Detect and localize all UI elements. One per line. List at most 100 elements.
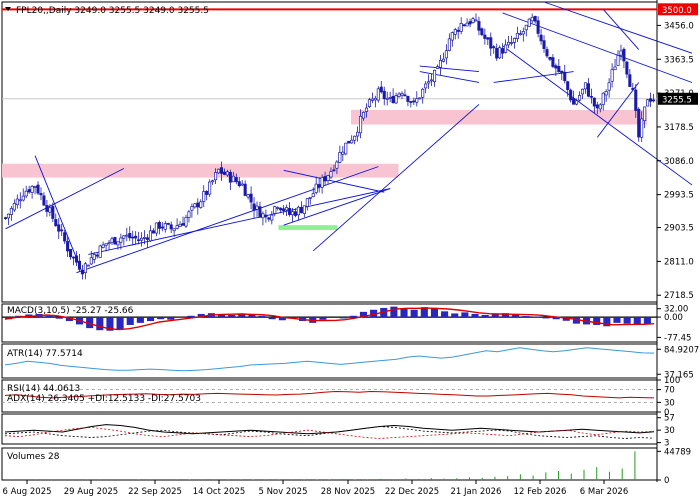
candle-body	[450, 32, 454, 41]
candle-body	[151, 230, 155, 234]
trend-line	[283, 188, 391, 226]
trend-line	[596, 82, 640, 138]
candle-body	[474, 19, 478, 22]
indicator-tick-label: 84.9207	[664, 345, 699, 355]
candle-body	[498, 47, 502, 59]
candle-body	[542, 40, 546, 49]
candle-body	[400, 93, 404, 96]
candle-body	[575, 100, 579, 105]
candle-body	[394, 95, 398, 104]
candle-body	[501, 48, 505, 54]
candle-body	[545, 49, 549, 57]
adx-line	[4, 424, 655, 435]
pink-zone	[2, 163, 399, 178]
macd-bar	[491, 314, 499, 318]
macd-signal-line	[4, 307, 655, 331]
candle-body	[329, 171, 333, 178]
candle-body	[258, 206, 262, 218]
date-label: 6 Mar 2026	[580, 487, 628, 497]
candle-body	[471, 18, 475, 23]
candle-body	[495, 47, 499, 59]
pink-zone	[351, 109, 647, 125]
macd-bar	[146, 317, 155, 322]
date-label: 28 Nov 2025	[321, 487, 375, 497]
last-price-label: 3255.5	[662, 95, 692, 105]
candle-body	[48, 207, 52, 213]
candle-body	[237, 181, 241, 187]
candle-body	[119, 237, 123, 243]
macd-bar	[15, 315, 23, 318]
candle-body	[98, 245, 102, 258]
candle-body	[506, 41, 511, 46]
candle-body	[447, 38, 451, 51]
macd-bar	[268, 317, 276, 320]
candle-body	[421, 88, 425, 98]
macd-bar	[55, 317, 63, 319]
candle-body	[317, 184, 321, 188]
macd-bar	[390, 306, 398, 318]
candle-body	[347, 140, 351, 144]
indicator-tick-label: 57	[664, 414, 675, 424]
trend-line	[34, 155, 83, 273]
candle-body	[509, 42, 514, 44]
candle-body	[359, 115, 363, 134]
candle-body	[388, 96, 392, 99]
candle-body	[261, 213, 265, 219]
price-tick-label: 3456.0	[664, 21, 694, 31]
price-tick-label: 3178.5	[664, 123, 694, 133]
candle-body	[382, 90, 386, 100]
candle-body	[137, 239, 141, 242]
candle-body	[276, 207, 280, 209]
candle-body	[586, 83, 590, 97]
candle-body	[323, 176, 327, 182]
candle-body	[57, 224, 61, 232]
candle-body	[211, 180, 215, 183]
symbol-title: FPL20,,Daily 3249.0 3255.5 3249.0 3255.5	[16, 6, 209, 16]
candle-body	[539, 34, 543, 42]
candle-body	[181, 223, 185, 226]
candle-body	[530, 16, 534, 22]
candle-body	[504, 44, 508, 53]
candle-body	[270, 214, 274, 221]
candle-body	[228, 171, 232, 183]
candle-body	[104, 243, 108, 246]
date-label: 22 Dec 2025	[385, 487, 439, 497]
macd-bar	[217, 314, 226, 318]
macd-bar	[542, 317, 550, 319]
candle-body	[264, 214, 268, 218]
candle-body	[282, 208, 286, 211]
candle-body	[222, 171, 226, 175]
candle-body	[341, 151, 345, 155]
candle-body	[74, 255, 79, 263]
candle-body	[6, 213, 10, 219]
macd-bar	[532, 316, 540, 318]
candle-body	[554, 65, 558, 69]
candle-body	[293, 211, 298, 216]
candle-body	[320, 177, 324, 188]
candle-body	[169, 224, 173, 230]
candle-body	[308, 197, 312, 199]
candle-body	[240, 183, 244, 186]
candle-body	[492, 46, 496, 49]
rsi-line	[4, 390, 655, 399]
candle-body	[483, 34, 487, 39]
date-label: 29 Aug 2025	[64, 487, 118, 497]
candle-body	[249, 193, 253, 203]
collapse-triangle-icon[interactable]	[5, 7, 11, 11]
trend-line	[312, 104, 480, 252]
macd-bar	[238, 313, 246, 318]
candle-body	[202, 191, 206, 202]
macd-bar	[461, 312, 469, 318]
indicator-tick-label: 0	[664, 476, 669, 486]
macd-bar	[157, 317, 165, 320]
candle-body	[175, 225, 179, 229]
candle-body	[18, 199, 22, 202]
candle-body	[9, 208, 13, 215]
indicator-tick-label: 32.00	[664, 305, 688, 315]
macd-bar	[126, 317, 134, 325]
price-tick-label: 3086.0	[664, 157, 694, 167]
candle-body	[311, 193, 315, 198]
last-price-label-box	[658, 92, 698, 105]
macd-bar	[430, 307, 439, 318]
